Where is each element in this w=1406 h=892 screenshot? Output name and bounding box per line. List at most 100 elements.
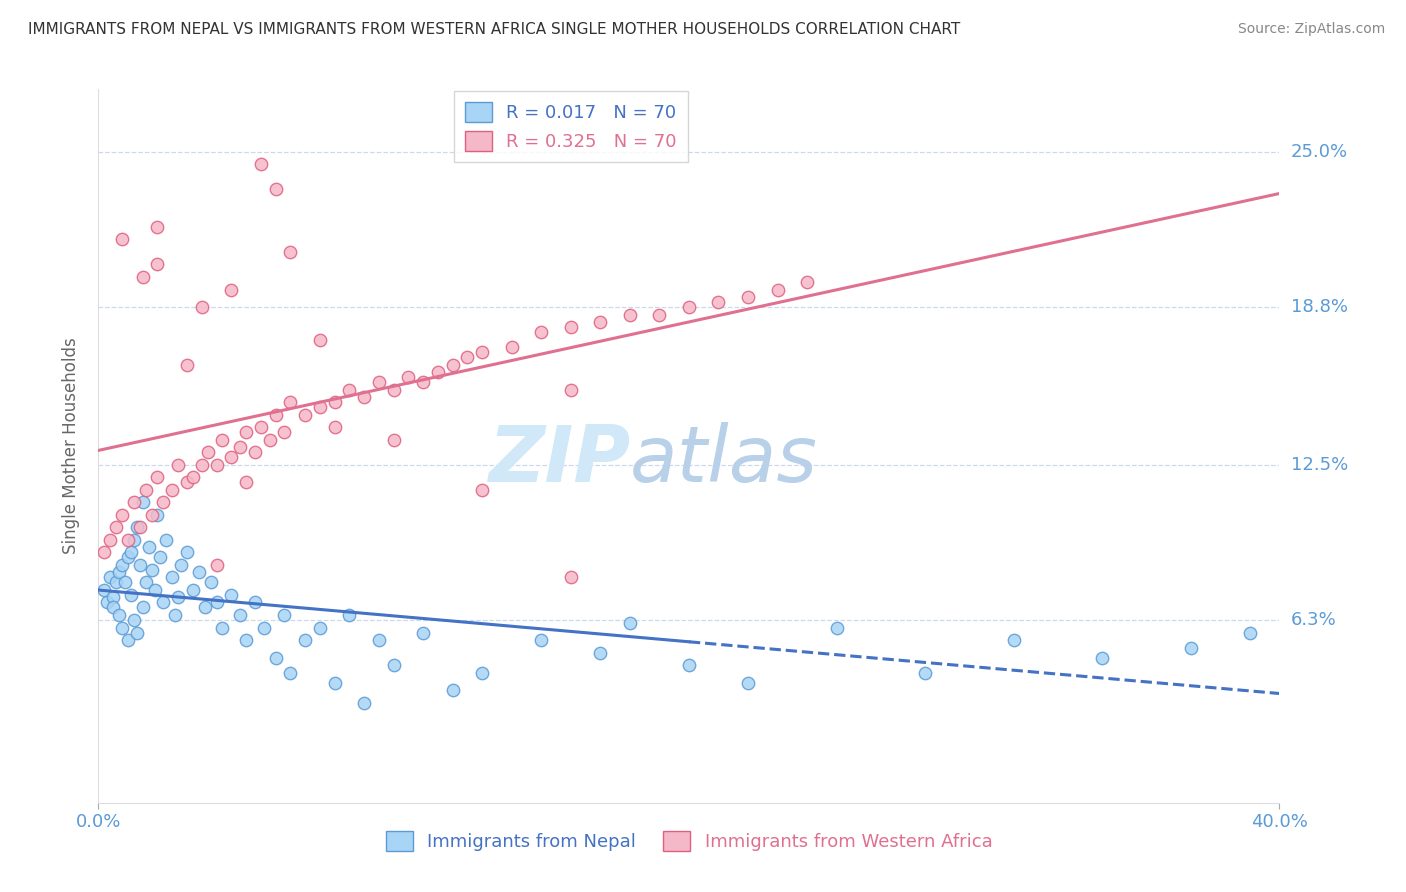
Point [560,320,582,334]
Point [176,358,198,372]
Point [152,595,174,609]
Text: Source: ZipAtlas.com: Source: ZipAtlas.com [1237,22,1385,37]
Point [191,300,214,314]
Point [120,588,142,602]
Point [128,558,150,572]
Point [108,566,131,580]
Point [619,308,641,322]
Point [200,575,222,590]
Point [253,621,276,635]
Point [162,483,183,497]
Text: 25.0%: 25.0% [1291,143,1348,161]
Point [280,395,302,409]
Point [221,283,243,297]
Point [165,607,187,622]
Point [368,375,391,389]
Point [353,390,375,404]
Point [501,340,523,354]
Point [135,575,157,590]
Point [589,646,612,660]
Point [108,607,131,622]
Point [441,358,464,372]
Text: 12.5%: 12.5% [1291,456,1348,474]
Point [427,365,450,379]
Point [259,433,281,447]
Point [264,650,287,665]
Point [132,495,155,509]
Point [707,295,730,310]
Point [117,550,139,565]
Point [250,157,273,171]
Point [167,591,190,605]
Point [235,475,257,490]
Point [229,440,252,454]
Point [197,445,219,459]
Point [441,683,464,698]
Point [382,658,405,673]
Point [382,433,405,447]
Point [170,558,193,572]
Point [103,600,125,615]
Point [796,275,818,289]
Point [294,408,316,422]
Point [323,395,346,409]
Point [152,495,174,509]
Point [243,445,266,459]
Point [221,588,243,602]
Point [98,533,121,547]
Point [412,375,434,389]
Point [141,508,163,522]
Point [120,545,142,559]
Point [211,621,233,635]
Point [560,383,582,397]
Point [103,591,125,605]
Point [737,675,759,690]
Point [93,582,115,597]
Point [412,625,434,640]
Point [176,545,198,559]
Point [117,533,139,547]
Legend: Immigrants from Nepal, Immigrants from Western Africa: Immigrants from Nepal, Immigrants from W… [378,823,1000,858]
Point [825,621,848,635]
Point [235,425,257,440]
Point [138,541,160,555]
Point [243,595,266,609]
Point [143,582,166,597]
Point [98,570,121,584]
Point [105,575,128,590]
Point [114,575,136,590]
Point [471,665,494,680]
Point [382,383,405,397]
Point [125,520,148,534]
Point [167,458,190,472]
Point [589,315,612,329]
Point [111,508,134,522]
Point [1002,633,1025,648]
Point [530,325,553,339]
Point [309,400,332,414]
Point [111,232,134,246]
Point [181,582,204,597]
Point [339,383,361,397]
Point [1180,640,1202,655]
Point [191,458,214,472]
Point [280,665,302,680]
Point [221,450,243,465]
Point [678,658,700,673]
Text: IMMIGRANTS FROM NEPAL VS IMMIGRANTS FROM WESTERN AFRICA SINGLE MOTHER HOUSEHOLDS: IMMIGRANTS FROM NEPAL VS IMMIGRANTS FROM… [28,22,960,37]
Point [648,308,671,322]
Point [273,607,295,622]
Point [205,558,228,572]
Point [149,550,172,565]
Point [141,563,163,577]
Point [235,633,257,648]
Point [132,600,155,615]
Point [398,370,420,384]
Point [309,621,332,635]
Point [135,483,157,497]
Point [323,675,346,690]
Point [530,633,553,648]
Text: atlas: atlas [630,422,818,499]
Point [146,219,169,234]
Point [678,300,700,314]
